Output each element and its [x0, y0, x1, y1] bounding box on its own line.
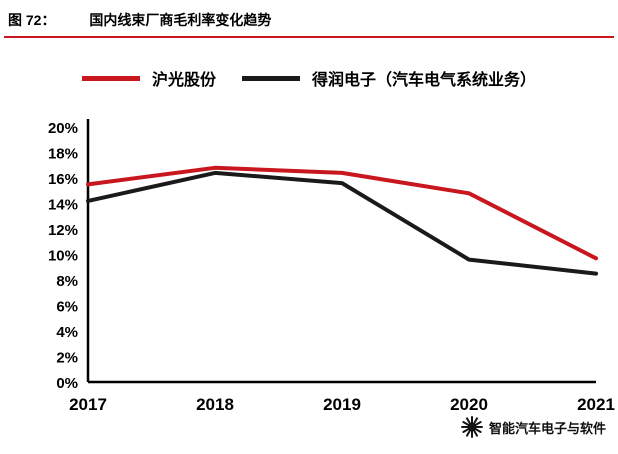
legend-line-black: [242, 75, 300, 81]
x-axis-tick-label: 2020: [450, 395, 488, 414]
legend-label-deren: 得润电子（汽车电气系统业务）: [312, 72, 537, 89]
y-axis-tick-label: 4%: [56, 324, 78, 341]
figure-label: 图 72：: [8, 12, 56, 28]
x-axis-tick-label: 2019: [323, 395, 361, 414]
y-axis-tick-label: 0%: [56, 375, 78, 392]
series-line-1: [86, 170, 598, 276]
series-line-0: [86, 165, 598, 261]
y-axis-tick-label: 14%: [48, 197, 78, 214]
y-axis-tick-label: 10%: [48, 248, 78, 265]
y-axis-tick-label: 8%: [56, 273, 78, 290]
y-axis-tick-label: 6%: [56, 299, 78, 316]
x-axis-tick-label: 2017: [69, 395, 107, 414]
watermark: 智能汽车电子与软件: [460, 416, 606, 438]
x-axis-tick-label: 2018: [196, 395, 234, 414]
y-axis-tick-label: 16%: [48, 171, 78, 188]
header-divider: [4, 36, 614, 38]
legend-label-huguang: 沪光股份: [151, 72, 216, 89]
y-axis-tick-label: 2%: [56, 350, 78, 367]
figure-header: 图 72： 国内线束厂商毛利率变化趋势: [8, 10, 610, 30]
y-axis-tick-label: 20%: [48, 120, 78, 137]
watermark-logo-icon: [460, 416, 483, 438]
legend-line-red: [81, 75, 140, 81]
y-axis-tick-label: 12%: [48, 222, 78, 239]
y-axis-tick-label: 18%: [48, 146, 78, 163]
x-axis-tick-label: 2021: [577, 395, 615, 414]
figure-title: 国内线束厂商毛利率变化趋势: [89, 12, 272, 28]
legend-item-deren: 得润电子（汽车电气系统业务）: [242, 66, 536, 90]
watermark-text: 智能汽车电子与软件: [488, 420, 606, 436]
legend-item-huguang: 沪光股份: [81, 66, 216, 90]
chart-legend: 沪光股份 得润电子（汽车电气系统业务）: [0, 66, 618, 90]
